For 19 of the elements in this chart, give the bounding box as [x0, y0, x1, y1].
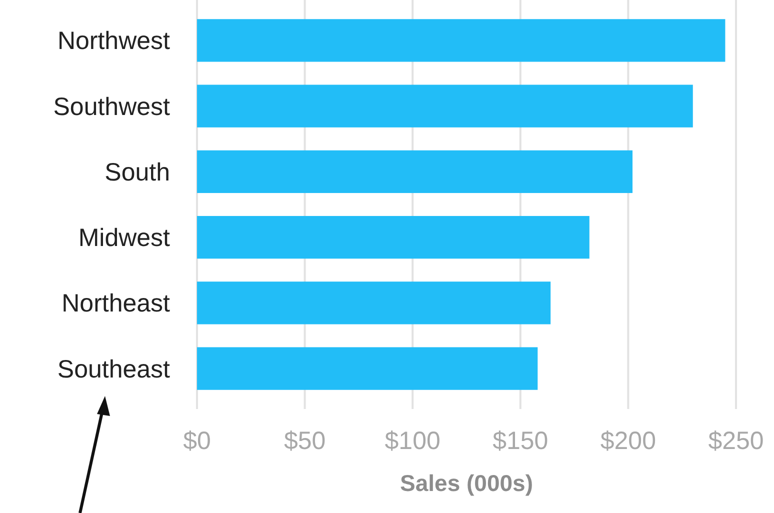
y-tick-label: Southwest [53, 92, 170, 121]
x-tick-label: $100 [384, 427, 440, 455]
bar [197, 347, 538, 390]
bar [197, 84, 693, 128]
y-tick-label: Northwest [57, 27, 170, 56]
bar [197, 216, 590, 259]
bar [197, 19, 726, 62]
y-tick-label: Midwest [78, 224, 170, 252]
x-tick-label: $0 [183, 427, 211, 455]
x-tick-label: $250 [708, 427, 764, 455]
y-tick-label: Southeast [57, 355, 170, 384]
bar [197, 282, 551, 324]
x-tick-label: $200 [600, 427, 656, 455]
y-tick-label: Northeast [62, 290, 170, 318]
x-axis-title: Sales (000s) [400, 470, 533, 496]
bar [197, 150, 633, 194]
y-tick-label: South [104, 158, 170, 186]
x-tick-label: $50 [284, 427, 326, 455]
x-tick-label: $150 [492, 427, 548, 455]
